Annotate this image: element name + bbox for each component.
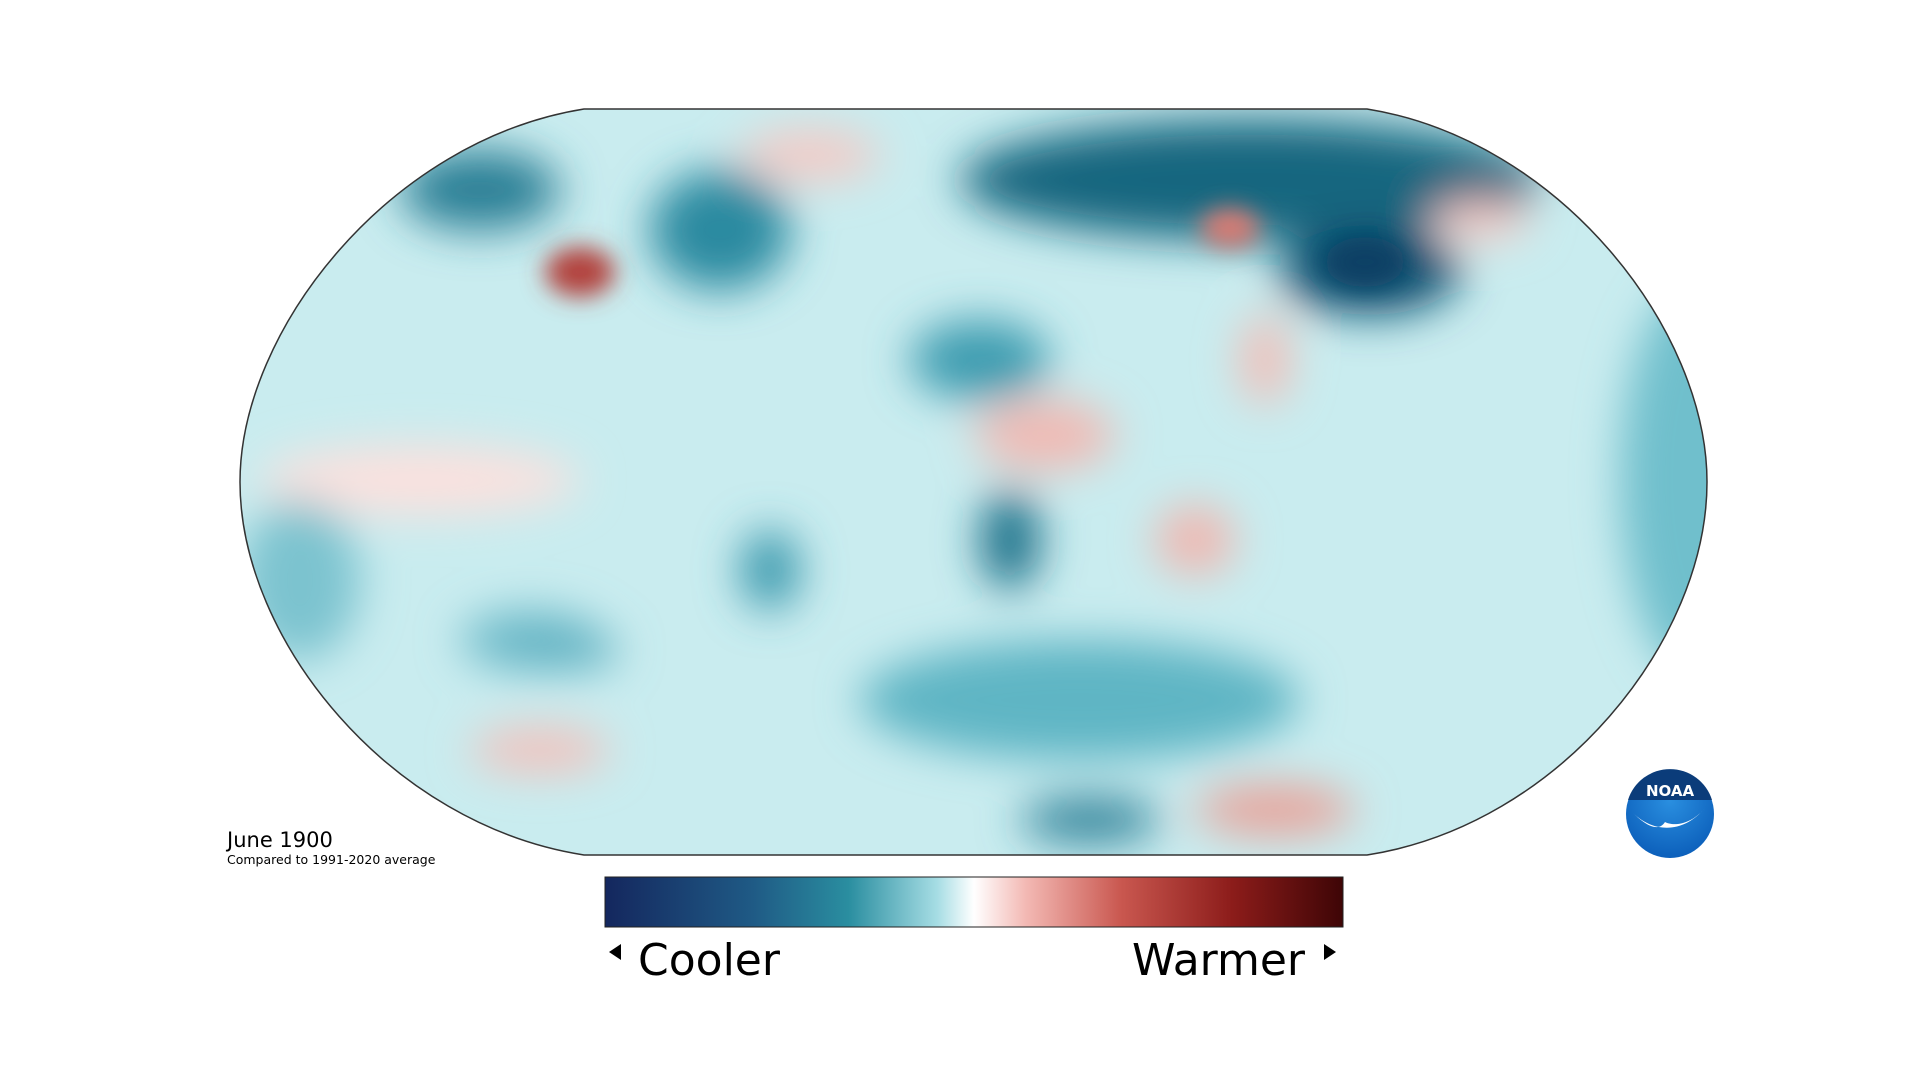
legend-high-label: Warmer — [1132, 935, 1306, 986]
logo-text: NOAA — [1646, 782, 1695, 800]
legend-low-label: Cooler — [638, 935, 781, 986]
map-subtitle: Compared to 1991-2020 average — [227, 852, 436, 867]
cooler-arrow — [609, 944, 621, 960]
map-title: June 1900 — [225, 828, 333, 852]
map-outline — [239, 108, 1708, 856]
anomaly-field — [240, 109, 1707, 855]
warmer-arrow — [1324, 944, 1336, 960]
noaa-logo: NOAA — [1626, 769, 1714, 858]
color-bar — [604, 876, 1344, 928]
